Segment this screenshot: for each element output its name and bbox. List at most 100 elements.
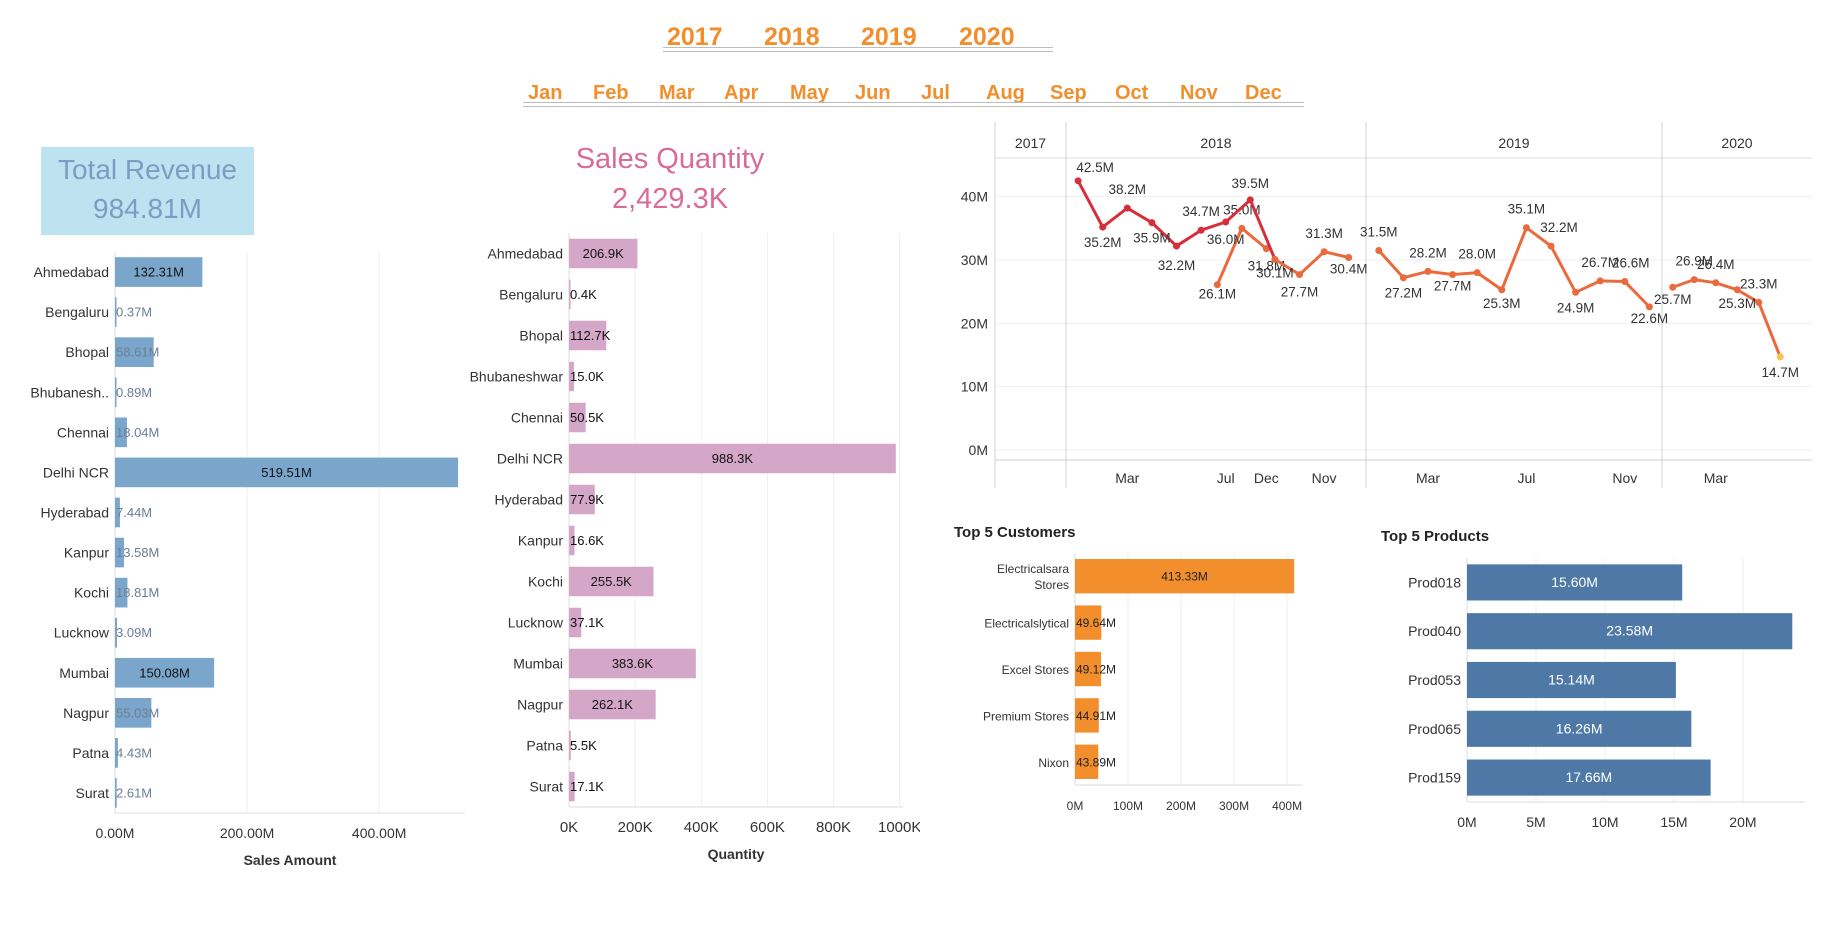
data-point[interactable]	[1148, 219, 1156, 227]
data-point[interactable]	[1424, 267, 1432, 275]
data-point[interactable]	[1621, 278, 1629, 286]
data-point[interactable]	[1222, 218, 1230, 226]
month-filter-oct[interactable]: Oct	[1115, 82, 1149, 104]
data-point[interactable]	[1547, 242, 1555, 250]
total-revenue-value: 984.81M	[93, 193, 202, 224]
bar[interactable]	[1075, 698, 1099, 733]
bar[interactable]	[115, 457, 459, 488]
category-label: Patna	[526, 738, 563, 754]
bar[interactable]	[115, 537, 124, 568]
data-point[interactable]	[1123, 204, 1131, 212]
month-filter-jun[interactable]: Jun	[855, 82, 891, 104]
data-point[interactable]	[1669, 283, 1677, 291]
data-point[interactable]	[1473, 269, 1481, 277]
bar[interactable]	[1075, 605, 1102, 640]
data-point[interactable]	[1296, 271, 1303, 279]
bar[interactable]	[569, 689, 656, 720]
data-point[interactable]	[1320, 248, 1328, 256]
data-point[interactable]	[1262, 245, 1270, 253]
month-filter-feb[interactable]: Feb	[593, 82, 629, 104]
bar[interactable]	[569, 443, 896, 474]
bar[interactable]	[1467, 759, 1711, 796]
bar[interactable]	[569, 648, 696, 679]
trend-line-segment	[1671, 278, 1696, 289]
month-filter-jul[interactable]: Jul	[921, 82, 950, 104]
data-point[interactable]	[1399, 274, 1407, 282]
x-tick-label: Jul	[1217, 470, 1235, 486]
year-header: 2020	[1721, 135, 1752, 151]
bar[interactable]	[115, 497, 120, 528]
month-filter-dec[interactable]: Dec	[1245, 82, 1282, 104]
month-filter-sep[interactable]: Sep	[1050, 82, 1087, 104]
bar[interactable]	[569, 566, 654, 597]
bar[interactable]	[115, 697, 152, 728]
data-label: 206.9K	[583, 246, 625, 261]
data-point[interactable]	[1498, 286, 1506, 294]
bar[interactable]	[1075, 559, 1295, 594]
year-filter-2020[interactable]: 2020	[959, 23, 1015, 51]
data-point[interactable]	[1238, 224, 1246, 232]
data-point[interactable]	[1596, 277, 1604, 285]
year-filter-2019[interactable]: 2019	[861, 23, 917, 51]
bar[interactable]	[569, 238, 638, 269]
bar[interactable]	[569, 730, 571, 761]
x-tick-label: 100M	[1113, 799, 1143, 813]
data-point[interactable]	[1645, 303, 1653, 311]
bar[interactable]	[1467, 613, 1793, 650]
bar[interactable]	[115, 617, 118, 648]
data-label: 18.04M	[116, 425, 159, 440]
bar[interactable]	[115, 337, 154, 368]
category-label: Hyderabad	[495, 492, 564, 508]
bar[interactable]	[569, 607, 582, 638]
month-filter-nov[interactable]: Nov	[1180, 82, 1218, 104]
bar[interactable]	[569, 484, 595, 515]
data-label: 15.60M	[1551, 574, 1598, 590]
bar[interactable]	[569, 279, 571, 310]
bar[interactable]	[115, 377, 117, 408]
bar[interactable]	[1467, 564, 1683, 601]
bar[interactable]	[1075, 651, 1102, 687]
data-point[interactable]	[1522, 224, 1530, 232]
month-filter-aug[interactable]: Aug	[986, 82, 1025, 104]
data-point[interactable]	[1345, 253, 1353, 261]
bar[interactable]	[569, 402, 586, 433]
bar[interactable]	[1467, 710, 1692, 747]
bar[interactable]	[1467, 661, 1676, 699]
bar[interactable]	[569, 771, 575, 802]
month-filter-apr[interactable]: Apr	[724, 82, 759, 104]
data-point[interactable]	[1572, 288, 1580, 296]
data-point[interactable]	[1246, 196, 1254, 204]
bar[interactable]	[569, 361, 574, 392]
data-point[interactable]	[1173, 242, 1180, 250]
data-point[interactable]	[1449, 271, 1457, 279]
data-point[interactable]	[1213, 281, 1221, 289]
data-point[interactable]	[1074, 177, 1082, 185]
bar[interactable]	[115, 778, 117, 808]
bar[interactable]	[569, 320, 607, 351]
data-label: 27.7M	[1281, 285, 1319, 300]
data-point[interactable]	[1099, 223, 1107, 231]
bar[interactable]	[115, 257, 203, 287]
year-filter-2018[interactable]: 2018	[764, 23, 820, 51]
bar[interactable]	[1075, 744, 1099, 779]
bar[interactable]	[115, 297, 117, 327]
data-point[interactable]	[1776, 353, 1784, 361]
data-point[interactable]	[1712, 279, 1720, 287]
bar[interactable]	[115, 657, 215, 688]
data-label: 42.5M	[1076, 160, 1114, 175]
bar[interactable]	[569, 525, 575, 556]
month-filter-jan[interactable]: Jan	[528, 82, 563, 104]
data-point[interactable]	[1197, 226, 1205, 234]
data-point[interactable]	[1733, 286, 1741, 294]
month-filter-may[interactable]: May	[790, 82, 829, 104]
bar[interactable]	[115, 577, 128, 608]
data-point[interactable]	[1375, 247, 1383, 254]
data-point[interactable]	[1690, 276, 1698, 284]
month-filter-mar[interactable]: Mar	[659, 82, 695, 104]
data-label: 519.51M	[261, 465, 312, 480]
year-filter-2017[interactable]: 2017	[667, 23, 723, 51]
bar[interactable]	[115, 417, 127, 448]
data-point[interactable]	[1755, 298, 1763, 306]
data-point[interactable]	[1271, 255, 1279, 263]
bar[interactable]	[115, 738, 118, 768]
